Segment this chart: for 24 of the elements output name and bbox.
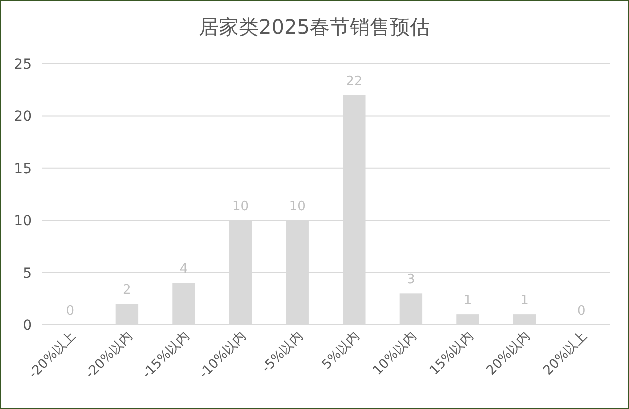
data-label: 0 [66, 304, 75, 319]
y-tick-label: 0 [23, 318, 32, 334]
bar [513, 314, 536, 325]
chart-title: 居家类2025春节销售预估 [199, 15, 430, 39]
bar [400, 294, 423, 325]
y-tick-label: 25 [14, 57, 32, 73]
data-label: 1 [464, 294, 472, 309]
data-label: 4 [180, 262, 188, 278]
x-tick-label: 5%以内 [320, 329, 364, 373]
bar [172, 283, 196, 325]
data-label: 3 [407, 272, 416, 288]
bar [116, 304, 139, 325]
x-tick-label: -5%以内 [260, 329, 306, 376]
data-label: 1 [520, 294, 529, 309]
y-tick-label: 15 [14, 161, 32, 178]
y-tick-label: 20 [14, 109, 32, 126]
y-tick-label: 5 [23, 266, 32, 282]
bar [456, 314, 480, 325]
data-label: 22 [346, 74, 363, 90]
data-label: 0 [577, 304, 586, 319]
data-label: 10 [289, 200, 306, 215]
data-label: 10 [232, 200, 250, 215]
y-tick-label: 10 [14, 214, 32, 230]
data-label: 2 [123, 283, 132, 298]
